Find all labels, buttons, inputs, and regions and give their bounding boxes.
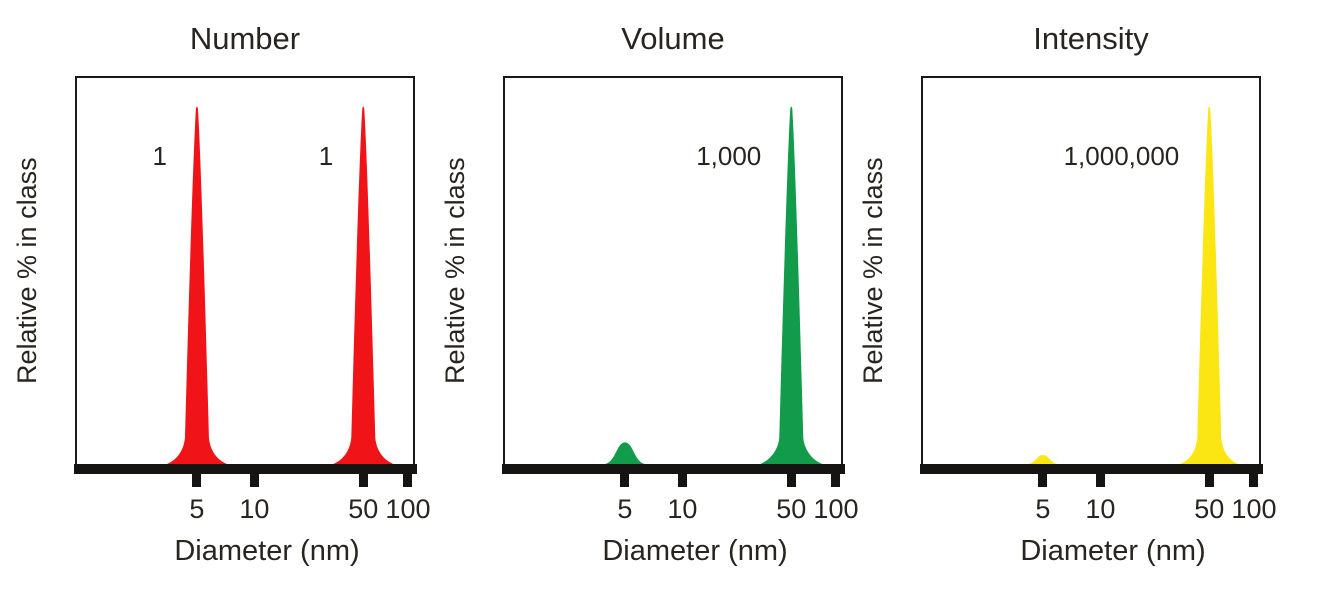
x-tick-label-50: 50	[776, 494, 807, 524]
peak-ratio-label: 1,000,000	[1063, 141, 1180, 171]
plot-svg	[604, 106, 823, 464]
distribution-peak-50nm	[333, 106, 394, 464]
distribution-peak-5nm	[604, 442, 645, 464]
x-axis-tick-50	[1204, 474, 1214, 487]
x-axis-tick-50	[786, 474, 796, 487]
x-axis-tick-5	[192, 474, 202, 487]
x-axis-label: Diameter (nm)	[602, 535, 788, 567]
x-axis-line	[74, 464, 417, 474]
x-axis-tick-100	[1249, 474, 1259, 487]
plot-svg	[1027, 106, 1239, 464]
y-axis-label: Relative % in class	[12, 157, 42, 385]
x-tick-label-5: 5	[1035, 494, 1051, 524]
x-tick-label-100: 100	[813, 494, 859, 524]
distribution-peak-50nm	[1180, 106, 1239, 464]
plot-svg	[166, 106, 394, 464]
distribution-peak-50nm	[760, 106, 823, 464]
x-tick-label-5: 5	[189, 494, 205, 524]
chart-title: Volume	[621, 21, 725, 56]
x-axis-tick-10	[677, 474, 687, 487]
chart-number: Number Relative % in class Diameter (nm)…	[12, 0, 437, 614]
x-axis-line	[920, 464, 1263, 474]
y-axis-label: Relative % in class	[858, 157, 888, 385]
peak-ratio-label: 1	[152, 141, 167, 171]
x-tick-label-100: 100	[1231, 494, 1277, 524]
x-tick-label-10: 10	[239, 494, 270, 524]
chart-volume: Volume Relative % in class Diameter (nm)…	[440, 0, 865, 614]
peak-ratio-label: 1	[318, 141, 334, 171]
x-axis-tick-100	[403, 474, 413, 487]
peak-ratio-label: 1,000	[696, 141, 762, 171]
chart-intensity: Intensity Relative % in class Diameter (…	[858, 0, 1283, 614]
chart-title: Number	[189, 21, 301, 56]
distribution-peak-5nm	[1027, 455, 1058, 464]
x-axis-tick-5	[620, 474, 630, 487]
x-axis-label: Diameter (nm)	[1020, 535, 1206, 567]
x-axis-tick-10	[249, 474, 259, 487]
x-tick-label-10: 10	[1085, 494, 1116, 524]
x-tick-label-50: 50	[1194, 494, 1225, 524]
x-tick-label-10: 10	[667, 494, 698, 524]
chart-title: Intensity	[1033, 21, 1149, 56]
x-axis-tick-5	[1038, 474, 1048, 487]
y-axis-label: Relative % in class	[440, 157, 470, 385]
x-axis-label: Diameter (nm)	[174, 535, 360, 567]
x-axis-tick-100	[831, 474, 841, 487]
x-tick-label-100: 100	[385, 494, 431, 524]
x-axis-tick-50	[358, 474, 368, 487]
x-axis-line	[502, 464, 845, 474]
distribution-peak-5nm	[166, 106, 227, 464]
x-tick-label-5: 5	[617, 494, 633, 524]
x-tick-label-50: 50	[348, 494, 379, 524]
x-axis-tick-10	[1095, 474, 1105, 487]
